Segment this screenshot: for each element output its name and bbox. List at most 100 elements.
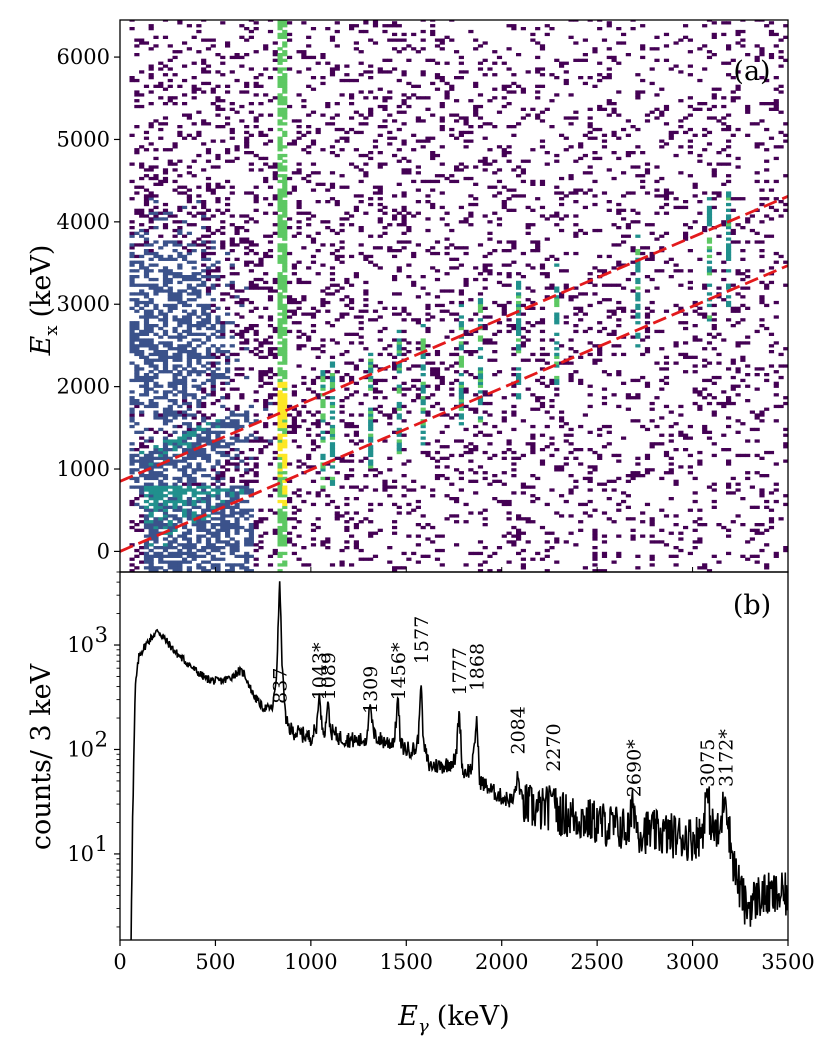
heatmap-cell: [535, 407, 541, 411]
heatmap-cell: [444, 476, 450, 481]
heatmap-cell: [501, 396, 507, 400]
heatmap-cell: [306, 491, 312, 495]
heatmap-cell: [468, 459, 474, 463]
heatmap-cell: [773, 99, 779, 103]
heatmap-cell: [220, 474, 226, 478]
heatmap-cell: [539, 318, 546, 322]
heatmap-cell: [196, 410, 202, 414]
heatmap-cell: [296, 226, 302, 230]
heatmap-cell: [148, 191, 154, 195]
heatmap-cell: [563, 433, 569, 437]
heatmap-cell: [172, 482, 178, 486]
heatmap-cell: [511, 534, 517, 538]
heatmap-cell: [535, 84, 541, 88]
heatmap-cell: [134, 476, 140, 481]
heatmap-cell: [129, 179, 135, 184]
heatmap-cell: [711, 442, 717, 446]
heatmap-cell: [477, 298, 484, 302]
heatmap-cell: [601, 370, 608, 374]
heatmap-cell: [329, 361, 336, 365]
heatmap-cell: [210, 543, 216, 547]
heatmap-cell: [430, 202, 436, 207]
heatmap-cell: [377, 104, 383, 109]
heatmap-cell: [721, 116, 727, 120]
heatmap-cell: [306, 84, 312, 88]
heatmap-cell: [287, 309, 293, 313]
heatmap-cell: [229, 499, 235, 504]
heatmap-cell: [177, 497, 183, 501]
heatmap-cell: [344, 136, 350, 140]
heatmap-cell: [172, 514, 178, 518]
heatmap-cell: [415, 139, 421, 143]
heatmap-cell: [158, 286, 164, 290]
heatmap-cell: [134, 479, 140, 483]
heatmap-cell: [368, 448, 374, 452]
heatmap-cell: [706, 240, 713, 244]
heatmap-cell: [277, 292, 283, 296]
heatmap-cell: [244, 508, 250, 512]
heatmap-cell: [134, 208, 140, 212]
heatmap-cell: [287, 298, 293, 302]
heatmap-cell: [630, 528, 636, 532]
heatmap-cell: [220, 381, 226, 385]
heatmap-cell: [282, 442, 288, 446]
heatmap-cell: [496, 240, 503, 244]
heatmap-cell: [606, 497, 612, 501]
heatmap-cell: [578, 188, 584, 192]
heatmap-cell: [277, 416, 283, 420]
heatmap-cell: [248, 102, 254, 106]
heatmap-cell: [129, 329, 135, 334]
heatmap-cell: [143, 200, 150, 204]
heatmap-cell: [167, 280, 173, 285]
heatmap-cell: [473, 471, 479, 475]
heatmap-cell: [415, 347, 421, 351]
heatmap-cell: [177, 254, 183, 259]
heatmap-cell: [277, 277, 283, 282]
heatmap-cell: [162, 350, 169, 354]
heatmap-cell: [358, 341, 364, 345]
heatmap-cell: [706, 205, 713, 210]
heatmap-cell: [325, 375, 331, 380]
heatmap-cell: [143, 488, 150, 492]
heatmap-cell: [134, 309, 140, 313]
heatmap-cell: [296, 211, 302, 215]
heatmap-cell: [182, 289, 188, 293]
heatmap-cell: [287, 104, 293, 109]
heatmap-cell: [535, 249, 541, 253]
heatmap-cell: [377, 266, 383, 270]
heatmap-cell: [706, 223, 713, 227]
heatmap-cell: [692, 194, 698, 198]
heatmap-cell: [143, 318, 150, 322]
heatmap-cell: [244, 482, 250, 486]
heatmap-cell: [186, 442, 192, 446]
heatmap-cell: [172, 546, 178, 550]
heatmap-cell: [239, 226, 245, 230]
heatmap-cell: [277, 165, 283, 169]
heatmap-cell: [263, 404, 269, 409]
heatmap-cell: [449, 312, 455, 316]
heatmap-cell: [568, 514, 574, 518]
heatmap-cell: [368, 254, 374, 259]
heatmap-cell: [205, 355, 212, 359]
heatmap-cell: [396, 350, 402, 354]
heatmap-cell: [229, 107, 235, 111]
heatmap-cell: [177, 289, 183, 293]
heatmap-cell: [205, 188, 212, 192]
heatmap-cell: [182, 508, 188, 512]
heatmap-cell: [210, 445, 216, 449]
heatmap-cell: [301, 280, 307, 285]
heatmap-cell: [148, 347, 154, 351]
heatmap-cell: [191, 214, 197, 218]
heatmap-cell: [153, 476, 159, 481]
heatmap-cell: [186, 551, 192, 556]
heatmap-cell: [172, 243, 178, 247]
heatmap-cell: [477, 390, 484, 394]
heatmap-cell: [277, 96, 283, 100]
heatmap-cell: [210, 448, 216, 452]
heatmap-cell: [186, 413, 192, 417]
heatmap-cell: [172, 439, 178, 443]
heatmap-cell: [482, 277, 488, 282]
heatmap-cell: [496, 569, 503, 572]
heatmap-cell: [573, 231, 579, 235]
heatmap-cell: [711, 499, 717, 504]
